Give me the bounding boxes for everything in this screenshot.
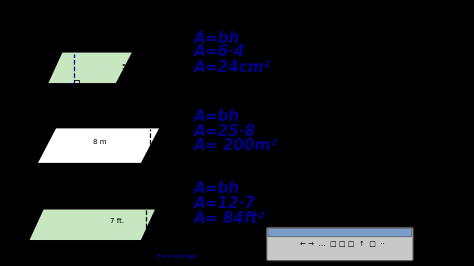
Text: A=6·4: A=6·4 [193, 44, 245, 59]
Polygon shape [28, 209, 156, 241]
Text: 12 ft.: 12 ft. [73, 246, 92, 252]
Text: 5 cm: 5 cm [122, 64, 139, 70]
Text: A=bh: A=bh [193, 109, 240, 124]
Text: A=12·7: A=12·7 [193, 196, 256, 211]
FancyBboxPatch shape [268, 228, 412, 237]
FancyBboxPatch shape [267, 227, 413, 261]
Text: b.: b. [27, 110, 35, 119]
Text: Exercises: Exercises [27, 7, 82, 17]
Text: c.: c. [27, 182, 34, 191]
Text: 8 m: 8 m [93, 139, 107, 144]
Polygon shape [47, 52, 133, 84]
Text: A= 200m²: A= 200m² [193, 138, 278, 153]
Text: 4 cm: 4 cm [63, 44, 81, 50]
Text: A= 84ft²: A= 84ft² [193, 211, 265, 226]
Text: 10 m: 10 m [155, 143, 173, 149]
Bar [74, 80, 80, 84]
Text: A=bh: A=bh [193, 181, 240, 196]
Text: A=bh: A=bh [193, 31, 240, 45]
Text: 7 ft.: 7 ft. [110, 218, 124, 224]
Text: a.: a. [27, 33, 35, 42]
Text: A=25·8: A=25·8 [193, 124, 256, 139]
Text: 25 m: 25 m [80, 168, 98, 174]
Text: 1.  Find the area of each parallelogram below.  Each figure is not drawn to scal: 1. Find the area of each parallelogram b… [27, 17, 350, 26]
Text: A=24cm²: A=24cm² [193, 60, 271, 75]
Text: Extend Page: Extend Page [157, 254, 197, 259]
Text: 11.5 ft.: 11.5 ft. [151, 223, 176, 228]
Bar [146, 236, 151, 241]
Polygon shape [37, 128, 160, 164]
Text: ← →  …  □ □ □  ↑  □  ··: ← → … □ □ □ ↑ □ ·· [300, 241, 384, 247]
Text: 6 cm: 6 cm [74, 89, 91, 95]
Bar [150, 159, 155, 164]
